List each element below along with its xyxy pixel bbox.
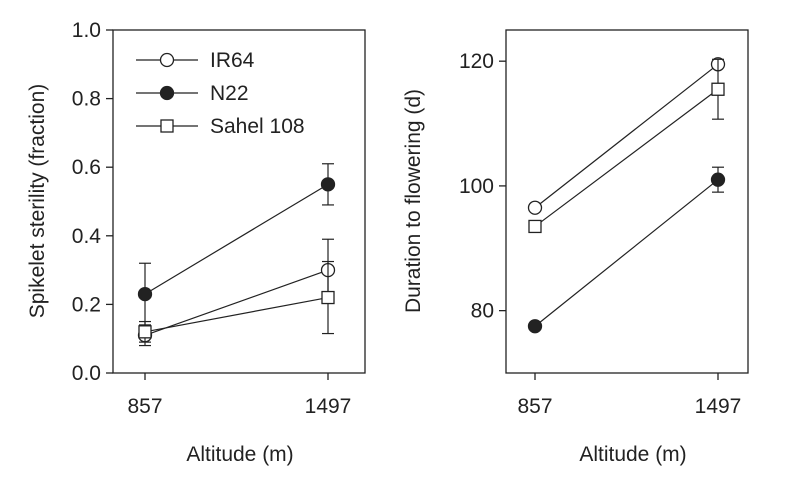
data-point bbox=[527, 319, 543, 334]
data-point bbox=[711, 82, 725, 96]
series-sahel-108 bbox=[138, 260, 335, 343]
legend-item: IR64 bbox=[136, 49, 255, 72]
x-tick-label: 1497 bbox=[695, 395, 742, 418]
plot-frame bbox=[112, 29, 366, 374]
data-point bbox=[710, 172, 726, 187]
legend-label: IR64 bbox=[210, 49, 255, 72]
series-n22 bbox=[137, 163, 336, 326]
series-0 bbox=[527, 57, 726, 215]
legend-item: Sahel 108 bbox=[136, 115, 305, 138]
series-line bbox=[144, 183, 329, 295]
data-point bbox=[528, 219, 542, 234]
flowering-chart: Duration to flowering (d) Altitude (m) 8… bbox=[402, 29, 749, 466]
x-tick-label: 857 bbox=[517, 395, 552, 418]
data-point bbox=[137, 286, 153, 302]
series-line bbox=[534, 179, 719, 327]
y-tick-label: 1.0 bbox=[72, 19, 101, 42]
x-axis-title: Altitude (m) bbox=[186, 443, 293, 466]
series-layer bbox=[527, 57, 726, 334]
x-axis-title: Altitude (m) bbox=[579, 443, 686, 466]
y-tick-label: 0.2 bbox=[72, 293, 101, 316]
y-axis-title: Duration to flowering (d) bbox=[402, 89, 425, 313]
x-tick-label: 857 bbox=[127, 395, 162, 418]
data-point bbox=[160, 119, 174, 133]
axes: 0.0 0.2 0.4 0.6 0.8 1.0 857 1497 bbox=[72, 19, 366, 418]
series-line bbox=[534, 88, 719, 227]
y-tick-label: 0.0 bbox=[72, 362, 101, 385]
plot-frame bbox=[505, 29, 749, 374]
legend-label: Sahel 108 bbox=[210, 115, 305, 138]
data-point bbox=[320, 177, 336, 192]
data-point bbox=[321, 290, 335, 305]
series-2 bbox=[528, 58, 725, 234]
series-1 bbox=[527, 166, 726, 334]
series-line bbox=[144, 296, 329, 333]
y-tick-label: 80 bbox=[471, 300, 494, 323]
y-tick-label: 0.6 bbox=[72, 156, 101, 179]
data-point bbox=[159, 85, 175, 101]
axes: 80 100 120 857 1497 bbox=[459, 29, 749, 418]
y-tick-label: 0.4 bbox=[72, 225, 102, 248]
legend-label: N22 bbox=[210, 82, 249, 105]
series-line bbox=[534, 63, 719, 209]
y-tick-label: 120 bbox=[459, 50, 494, 73]
legend-item: N22 bbox=[136, 82, 249, 105]
y-tick-label: 100 bbox=[459, 175, 494, 198]
y-tick-label: 0.8 bbox=[72, 88, 101, 111]
y-axis-title: Spikelet sterility (fraction) bbox=[26, 84, 49, 319]
series-ir64 bbox=[137, 238, 336, 347]
data-point bbox=[159, 52, 175, 68]
data-point bbox=[138, 325, 152, 339]
x-tick-label: 1497 bbox=[305, 395, 352, 418]
series-line bbox=[144, 269, 329, 336]
series-layer bbox=[137, 163, 336, 347]
sterility-chart: Spikelet sterility (fraction) Altitude (… bbox=[26, 19, 366, 466]
data-point bbox=[527, 200, 543, 215]
legend: IR64 N22 Sahel 108 bbox=[136, 49, 305, 138]
